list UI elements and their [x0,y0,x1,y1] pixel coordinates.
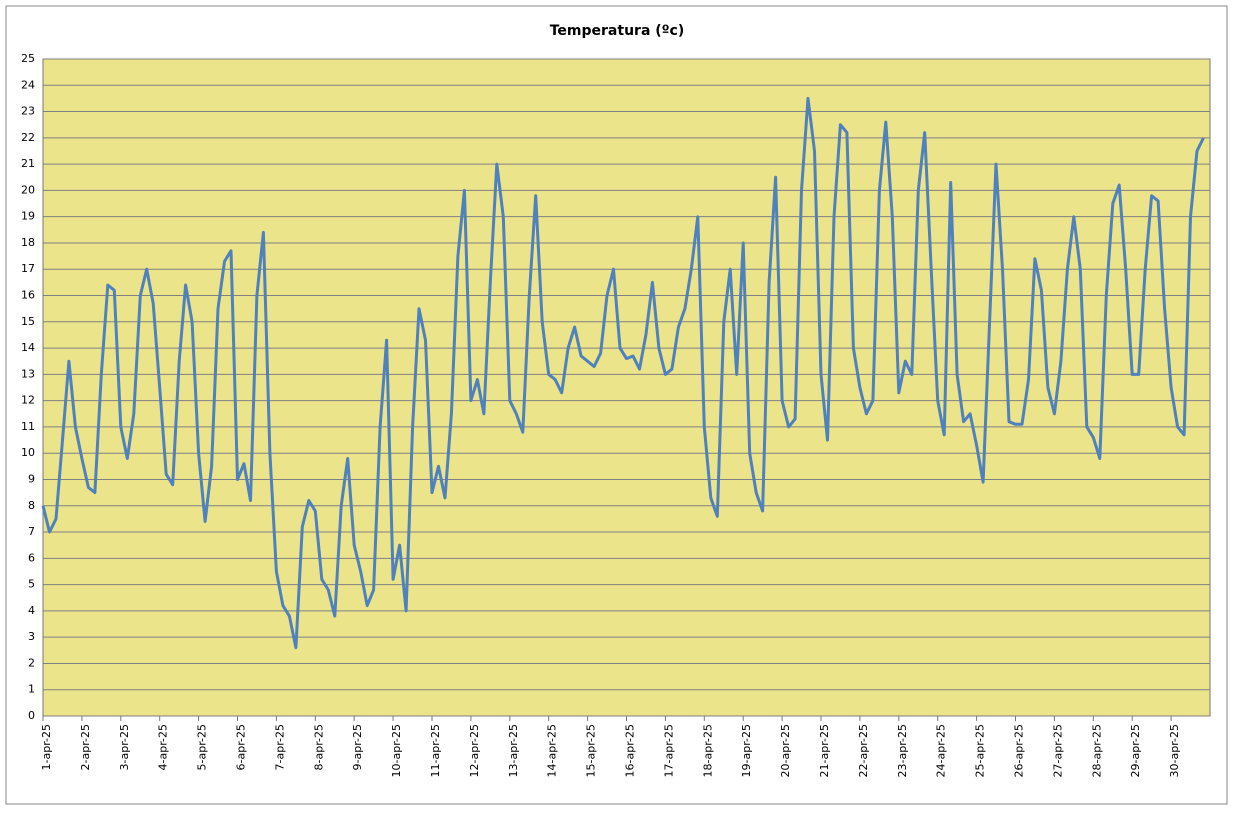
y-tick-label: 3 [28,630,35,643]
y-tick-label: 22 [21,131,35,144]
plot-area [42,58,1211,717]
y-tick-label: 21 [21,157,35,170]
x-tick-label: 26-apr-25 [1013,724,1026,777]
y-tick-label: 19 [21,210,35,223]
y-tick-label: 15 [21,315,35,328]
x-tick-label: 29-apr-25 [1129,724,1142,777]
x-tick-label: 8-apr-25 [312,724,325,770]
x-tick-label: 16-apr-25 [624,724,637,777]
x-tick-label: 28-apr-25 [1090,724,1103,777]
y-tick-label: 1 [28,683,35,696]
x-tick-label: 11-apr-25 [429,724,442,777]
y-tick-label: 0 [28,709,35,722]
x-tick-label: 19-apr-25 [740,724,753,777]
x-tick-label: 3-apr-25 [118,724,131,770]
x-tick-label: 21-apr-25 [818,724,831,777]
x-tick-label: 12-apr-25 [468,724,481,777]
x-tick-label: 4-apr-25 [157,724,170,770]
y-tick-label: 20 [21,183,35,196]
chart-title: Temperatura (ºc) [550,23,685,39]
y-tick-label: 25 [21,52,35,65]
x-tick-label: 18-apr-25 [701,724,714,777]
y-tick-label: 17 [21,262,35,275]
y-tick-label: 4 [28,604,35,617]
y-tick-label: 2 [28,656,35,669]
y-tick-label: 8 [28,499,35,512]
x-tick-label: 15-apr-25 [585,724,598,777]
line [41,96,1205,650]
x-tick-label: 14-apr-25 [546,724,559,777]
y-tick-label: 16 [21,289,35,302]
x-tick-label: 1-apr-25 [40,724,53,770]
y-tick-label: 24 [21,78,35,91]
y-tick-label: 5 [28,578,35,591]
y-tick-label: 18 [21,236,35,249]
y-tick-label: 23 [21,105,35,118]
y-tick-label: 14 [21,341,35,354]
y-tick-label: 6 [28,551,35,564]
y-tick-label: 9 [28,472,35,485]
x-tick-label: 2-apr-25 [79,724,92,770]
x-tick-label: 22-apr-25 [857,724,870,777]
x-tick-label: 9-apr-25 [351,724,364,770]
x-tick-label: 13-apr-25 [507,724,520,777]
x-tick-label: 20-apr-25 [779,724,792,777]
y-tick-label: 13 [21,367,35,380]
x-tick-label: 24-apr-25 [935,724,948,777]
x-tick-label: 10-apr-25 [390,724,403,777]
y-tick-label: 12 [21,394,35,407]
x-tick-label: 25-apr-25 [974,724,987,777]
x-tick-label: 17-apr-25 [662,724,675,777]
y-tick-label: 7 [28,525,35,538]
y-tick-label: 10 [21,446,35,459]
x-tick-label: 30-apr-25 [1168,724,1181,777]
x-tick-label: 7-apr-25 [273,724,286,770]
y-tick-label: 11 [21,420,35,433]
x-tick-label: 27-apr-25 [1051,724,1064,777]
x-tick-label: 5-apr-25 [196,724,209,770]
x-tick-label: 6-apr-25 [235,724,248,770]
x-tick-label: 23-apr-25 [896,724,909,777]
